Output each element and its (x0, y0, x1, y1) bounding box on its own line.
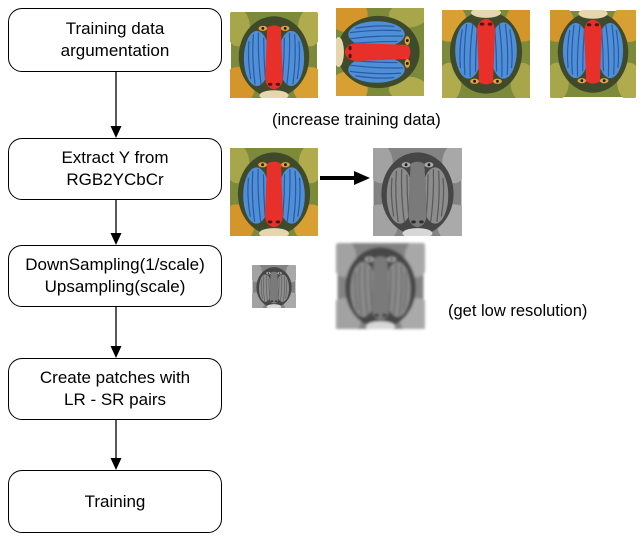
step-box-augmentation: Training data argumentation (8, 8, 222, 72)
step-box-label-line: Create patches with (39, 368, 191, 387)
step-box-extract-y: Extract Y from RGB2YCbCr (8, 138, 222, 200)
step-box-label-line: Extract Y from (61, 148, 169, 167)
step-box-label-line: DownSampling(1/scale) (25, 255, 205, 274)
mandrill-image-upsampled-lowres (336, 243, 425, 329)
mandrill-image-y-channel (373, 148, 462, 236)
arrow-box2-to-box3 (110, 200, 122, 245)
arrow-box1-to-box2 (110, 72, 122, 138)
step-box-training: Training (8, 470, 222, 533)
step-box-label-line: RGB2YCbCr (66, 170, 164, 189)
annotation-increase-training-data: (increase training data) (272, 111, 441, 129)
mandrill-image-rotated-180 (442, 10, 530, 98)
mandrill-image-color (230, 148, 318, 236)
step-box-create-patches: Create patches with LR - SR pairs (8, 358, 222, 420)
arrow-box4-to-box5 (110, 420, 122, 470)
step-box-label-line: Upsampling(scale) (44, 277, 186, 296)
mandrill-image-downsampled (252, 265, 296, 308)
step-box-label-line: argumentation (60, 41, 170, 60)
step-box-sampling: DownSampling(1/scale) Upsampling(scale) (8, 245, 222, 307)
step-box-label-line: LR - SR pairs (63, 390, 167, 409)
annotation-low-resolution: (get low resolution) (448, 302, 588, 320)
arrow-color-to-gray (320, 171, 370, 185)
step-box-label-line: Training (84, 491, 146, 511)
mandrill-image-flipped (550, 10, 636, 98)
step-box-label-line: Training data (65, 19, 165, 38)
mandrill-image-rotated-90 (336, 8, 424, 96)
arrow-box3-to-box4 (110, 307, 122, 358)
mandrill-image-original (230, 12, 318, 98)
